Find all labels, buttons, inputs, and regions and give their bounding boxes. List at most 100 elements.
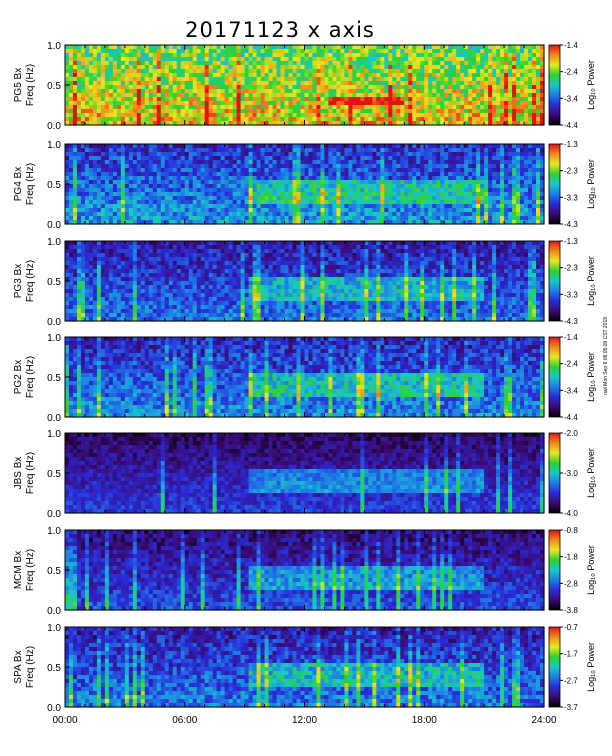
x-tick-label: 12:00 [292, 715, 317, 726]
colorbar-scale [549, 627, 560, 707]
colorbar-tick-label: -1.3 [564, 237, 578, 246]
colorbar-scale [549, 530, 560, 610]
colorbar-tick-label: -3.3 [564, 193, 578, 202]
colorbar: -1.4 -2.4 -3.4 -4.4 Log₁₀ Power [549, 333, 596, 422]
y-tick-label: 0.5 [47, 663, 61, 674]
plot-frame [65, 144, 544, 224]
plot-frame [65, 433, 544, 513]
spectrogram-image [65, 144, 545, 225]
colorbar: -0.7 -1.7 -2.7 -3.7 Log₁₀ Power [549, 623, 596, 712]
y-tick-label: 1.0 [47, 429, 61, 440]
y-tick-label: 0.5 [47, 469, 61, 480]
colorbar-tick-label: -2.4 [564, 360, 578, 369]
colorbar-tick-label: -1.4 [564, 333, 578, 342]
panel-pg4: 0.0 0.5 1.0 PG4 Bx Freq (Hz) -1.3 -2.3 -3.3 -4.3… [13, 140, 596, 231]
plot-frame [65, 530, 544, 610]
x-tick-label: 24:00 [531, 715, 556, 726]
colorbar: -1.4 -2.4 -3.4 -4.4 Log₁₀ Power [549, 41, 596, 130]
colorbar-tick-label: -3.0 [564, 469, 578, 478]
y-axis-label: Freq (Hz) [25, 549, 36, 591]
colorbar-tick-label: -1.7 [564, 650, 578, 659]
y-axis-label: Freq (Hz) [25, 64, 36, 106]
spectrogram-image [65, 45, 545, 126]
colorbar-tick-label: -2.0 [564, 429, 578, 438]
timestamp-stamp: nwt Mon Sep 9 08:05:09 CST 2019 [603, 317, 609, 395]
y-tick-label: 1.0 [47, 526, 61, 537]
colorbar-tick-label: -2.3 [564, 264, 578, 273]
colorbar-tick-label: -2.7 [564, 676, 578, 685]
colorbar-tick-label: -2.4 [564, 68, 578, 77]
spectrogram-image [65, 530, 545, 611]
colorbar-tick-label: -4.3 [564, 220, 578, 229]
station-label: PG4 Bx [13, 167, 24, 201]
x-tick-label: 00:00 [52, 715, 77, 726]
colorbar-tick-label: -2.8 [564, 579, 578, 588]
y-tick-label: 0.5 [47, 373, 61, 384]
colorbar-tick-label: -3.3 [564, 290, 578, 299]
y-tick-label: 0.0 [47, 703, 61, 714]
y-axis-label: Freq (Hz) [25, 163, 36, 205]
plot-frame [65, 45, 544, 125]
colorbar-tick-label: -4.4 [564, 121, 578, 130]
y-axis-label: Freq (Hz) [25, 646, 36, 688]
colorbar-label: Log₁₀ Power [586, 159, 596, 209]
colorbar-label: Log₁₀ Power [586, 642, 596, 692]
colorbar-scale [549, 337, 560, 417]
station-label: PG2 Bx [13, 360, 24, 394]
y-tick-label: 0.0 [47, 121, 61, 132]
x-tick-label: 18:00 [412, 715, 437, 726]
colorbar-label: Log₁₀ Power [586, 60, 596, 110]
colorbar-tick-label: -1.3 [564, 140, 578, 149]
colorbar-scale [549, 45, 560, 125]
spectrogram-image [65, 241, 545, 322]
colorbar: -1.3 -2.3 -3.3 -4.3 Log₁₀ Power [549, 140, 596, 229]
y-tick-label: 0.5 [47, 81, 61, 92]
spectrogram-image [65, 627, 545, 708]
station-label: PG5 Bx [13, 68, 24, 102]
y-tick-label: 0.0 [47, 317, 61, 328]
plot-frame [65, 337, 544, 417]
spectrogram-image [65, 433, 545, 514]
figure-title: 20171123 x axis [0, 18, 560, 42]
colorbar-tick-label: -3.8 [564, 606, 578, 615]
y-tick-label: 0.0 [47, 413, 61, 424]
station-label: PG3 Bx [13, 264, 24, 298]
colorbar-tick-label: -4.3 [564, 317, 578, 326]
station-label: SPA Bx [13, 650, 24, 683]
y-axis-label: Freq (Hz) [25, 260, 36, 302]
y-tick-label: 0.0 [47, 220, 61, 231]
colorbar-tick-label: -1.4 [564, 41, 578, 50]
colorbar-label: Log₁₀ Power [586, 256, 596, 306]
plot-frame [65, 627, 544, 707]
colorbar-tick-label: -4.4 [564, 413, 578, 422]
colorbar: -1.3 -2.3 -3.3 -4.3 Log₁₀ Power [549, 237, 596, 326]
colorbar-label: Log₁₀ Power [586, 545, 596, 595]
y-tick-label: 1.0 [47, 623, 61, 634]
station-label: JBS Bx [13, 457, 24, 490]
y-tick-label: 1.0 [47, 140, 61, 151]
colorbar-tick-label: -0.8 [564, 526, 578, 535]
colorbar-tick-label: -2.3 [564, 167, 578, 176]
y-axis-label: Freq (Hz) [25, 356, 36, 398]
colorbar-tick-label: -1.8 [564, 553, 578, 562]
colorbar-label: Log₁₀ Power [586, 448, 596, 498]
colorbar-tick-label: -0.7 [564, 623, 578, 632]
colorbar-tick-label: -3.7 [564, 703, 578, 712]
y-tick-label: 0.5 [47, 566, 61, 577]
colorbar-tick-label: -3.4 [564, 94, 578, 103]
y-tick-label: 0.0 [47, 509, 61, 520]
colorbar-label: Log₁₀ Power [586, 352, 596, 402]
x-tick-label: 06:00 [172, 715, 197, 726]
colorbar-scale [549, 144, 560, 224]
plot-frame [65, 241, 544, 321]
colorbar-tick-label: -3.4 [564, 386, 578, 395]
y-tick-label: 0.5 [47, 180, 61, 191]
station-label: MCM Bx [13, 551, 24, 589]
y-axis-label: Freq (Hz) [25, 452, 36, 494]
